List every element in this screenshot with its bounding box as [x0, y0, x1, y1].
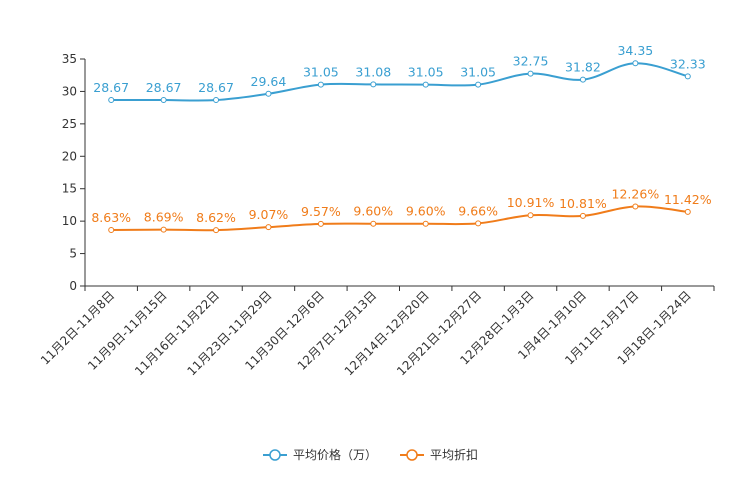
data-label: 32.33 [670, 56, 706, 71]
data-point[interactable] [475, 81, 482, 88]
data-point[interactable] [108, 97, 115, 104]
data-point[interactable] [527, 70, 534, 77]
data-label: 28.67 [198, 80, 234, 95]
data-point[interactable] [370, 81, 377, 88]
y-tick-label: 5 [69, 247, 77, 261]
legend-marker-icon [269, 449, 281, 461]
data-label: 10.81% [559, 196, 607, 211]
data-label: 9.57% [301, 204, 341, 219]
data-label: 8.69% [144, 210, 184, 225]
data-label: 8.62% [196, 210, 236, 225]
legend-marker-icon [406, 449, 418, 461]
series-avg-price: 28.67 28.67 28.67 29.64 31.05 31.08 31.05 31.05… [93, 43, 706, 104]
y-tick-label: 30 [62, 84, 77, 98]
data-point[interactable] [108, 227, 115, 234]
series-avg-discount: 8.63% 8.69% 8.62% 9.07% 9.57% 9.60% 9.60% 9.66%… [91, 186, 712, 234]
data-point[interactable] [579, 212, 586, 219]
legend-label: 平均折扣 [430, 447, 478, 462]
data-point[interactable] [265, 90, 272, 97]
data-label: 9.60% [353, 204, 393, 219]
data-label: 31.82 [565, 60, 601, 75]
data-point[interactable] [475, 220, 482, 227]
data-label: 8.63% [91, 210, 131, 225]
data-point[interactable] [317, 220, 324, 227]
data-point[interactable] [527, 212, 534, 219]
data-label: 9.60% [406, 204, 446, 219]
y-tick-label: 20 [62, 149, 77, 163]
series-line [111, 62, 689, 102]
legend-item-avg-price[interactable]: 平均价格（万） [263, 447, 377, 462]
data-point[interactable] [213, 97, 220, 104]
legend-item-avg-discount[interactable]: 平均折扣 [400, 447, 478, 462]
data-label: 31.05 [460, 65, 496, 80]
data-label: 10.91% [507, 195, 555, 210]
y-tick-label: 10 [62, 214, 77, 228]
data-point[interactable] [422, 220, 429, 227]
legend-label: 平均价格（万） [293, 447, 377, 462]
data-label: 12.26% [612, 186, 660, 201]
data-point[interactable] [160, 97, 167, 104]
y-tick-label: 15 [62, 182, 77, 196]
chart-legend[interactable]: 平均价格（万） 平均折扣 [263, 447, 478, 462]
series-line [111, 205, 688, 232]
chart-series: 28.67 28.67 28.67 29.64 31.05 31.08 31.05 31.05… [91, 43, 712, 234]
data-point[interactable] [579, 76, 586, 83]
data-point[interactable] [213, 227, 220, 234]
data-point[interactable] [370, 220, 377, 227]
y-tick-label: 25 [62, 117, 77, 131]
y-tick-label: 35 [62, 52, 77, 66]
data-label: 9.66% [458, 203, 498, 218]
data-label: 28.67 [93, 80, 129, 95]
data-point[interactable] [684, 73, 691, 80]
data-label: 11.42% [664, 192, 712, 207]
data-point[interactable] [160, 226, 167, 233]
data-label: 29.64 [251, 74, 287, 89]
data-point[interactable] [317, 81, 324, 88]
data-point[interactable] [265, 224, 272, 231]
data-label: 28.67 [146, 80, 182, 95]
data-label: 31.05 [303, 65, 339, 80]
data-point[interactable] [422, 81, 429, 88]
data-point[interactable] [632, 203, 639, 210]
data-label: 9.07% [249, 207, 289, 222]
data-point[interactable] [684, 208, 691, 215]
data-label: 31.05 [408, 65, 444, 80]
y-tick-label: 0 [69, 279, 77, 293]
data-label: 34.35 [617, 43, 653, 58]
data-point[interactable] [632, 60, 639, 67]
data-label: 31.08 [355, 64, 391, 79]
data-label: 32.75 [513, 54, 549, 69]
